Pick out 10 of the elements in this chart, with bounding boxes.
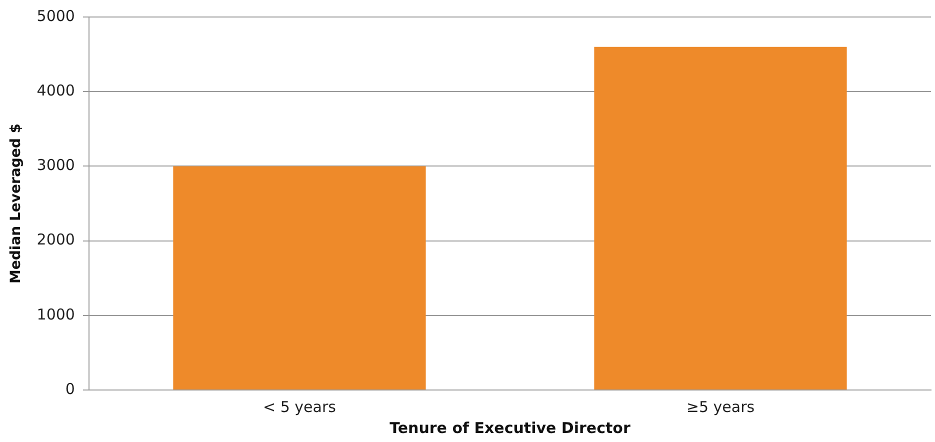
y-axis-title: Median Leveraged $ [8,123,24,284]
x-tick-label: ≥5 years [686,398,755,416]
x-tick-label: < 5 years [263,398,336,416]
y-tick-label: 5000 [36,6,75,25]
y-tick-label: 1000 [36,305,75,324]
y-tick-label: 0 [65,380,75,398]
x-axis-title: Tenure of Executive Director [390,418,631,437]
y-tick-label: 4000 [36,81,75,100]
y-tick-label: 3000 [36,156,75,174]
y-tick-label: 2000 [36,230,75,249]
